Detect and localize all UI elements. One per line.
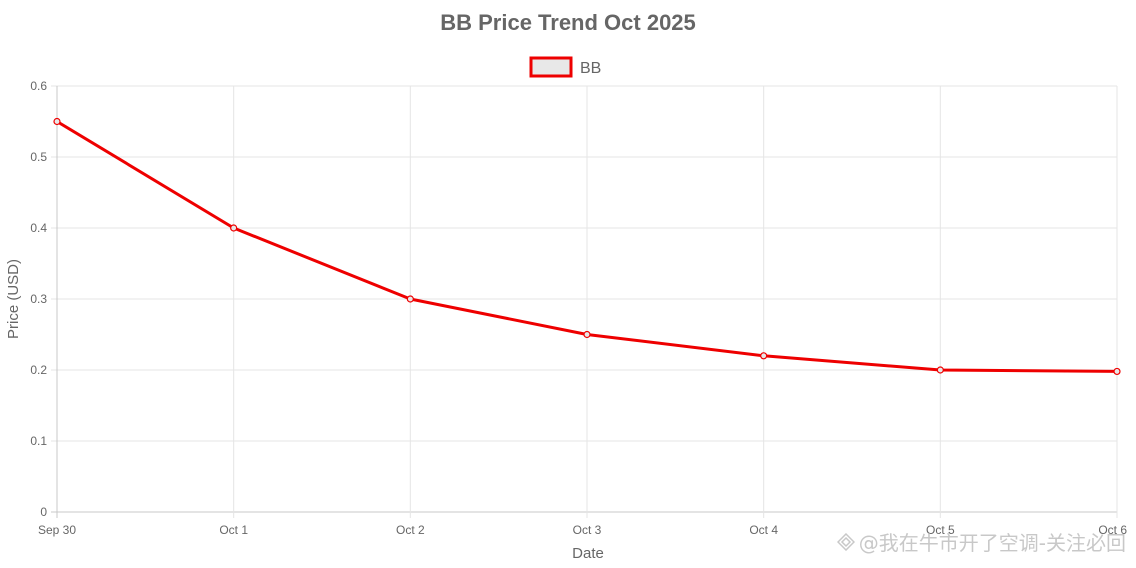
legend-swatch[interactable] bbox=[529, 56, 573, 78]
x-tick-label: Oct 4 bbox=[749, 523, 778, 537]
x-tick-label: Sep 30 bbox=[38, 523, 76, 537]
x-tick-label: Oct 2 bbox=[396, 523, 425, 537]
data-point[interactable] bbox=[583, 330, 591, 339]
series-bb bbox=[53, 117, 1121, 376]
watermark-text: @我在牛市开了空调-关注必回 bbox=[858, 531, 1126, 555]
y-tick-label: 0 bbox=[40, 505, 47, 519]
y-tick-label: 0.1 bbox=[30, 434, 47, 448]
y-axis-ticks: 0 0.1 0.2 0.3 0.4 0.5 0.6 bbox=[30, 79, 47, 519]
watermark: @我在牛市开了空调-关注必回 bbox=[836, 527, 1126, 556]
x-tick-label: Oct 3 bbox=[573, 523, 602, 537]
y-tick-label: 0.6 bbox=[30, 79, 47, 93]
data-point[interactable] bbox=[406, 295, 414, 303]
y-axis-title: Price (USD) bbox=[5, 259, 22, 339]
data-point[interactable] bbox=[936, 366, 944, 374]
x-tick-label: Oct 1 bbox=[219, 523, 248, 537]
x-tick-label: Oct 5 bbox=[926, 523, 955, 537]
chart-title: BB Price Trend Oct 2025 bbox=[440, 10, 696, 35]
data-point[interactable] bbox=[230, 224, 238, 232]
y-tick-label: 0.3 bbox=[30, 292, 47, 306]
y-tick-label: 0.5 bbox=[30, 150, 47, 164]
x-axis-title: Date bbox=[572, 545, 604, 562]
data-point[interactable] bbox=[53, 117, 61, 126]
legend[interactable]: BB bbox=[529, 56, 601, 78]
y-tick-label: 0.4 bbox=[30, 221, 47, 235]
diamond-logo-icon bbox=[836, 532, 855, 551]
legend-label[interactable]: BB bbox=[580, 60, 601, 77]
data-point[interactable] bbox=[1113, 367, 1121, 376]
grid-lines bbox=[51, 85, 1118, 518]
y-tick-label: 0.2 bbox=[30, 363, 47, 377]
data-point[interactable] bbox=[760, 352, 768, 360]
x-axis-ticks: Sep 30 Oct 1 Oct 2 Oct 3 Oct 4 Oct 5 Oct 6 bbox=[38, 523, 1127, 537]
x-tick-label: Oct 6 bbox=[1098, 523, 1127, 537]
